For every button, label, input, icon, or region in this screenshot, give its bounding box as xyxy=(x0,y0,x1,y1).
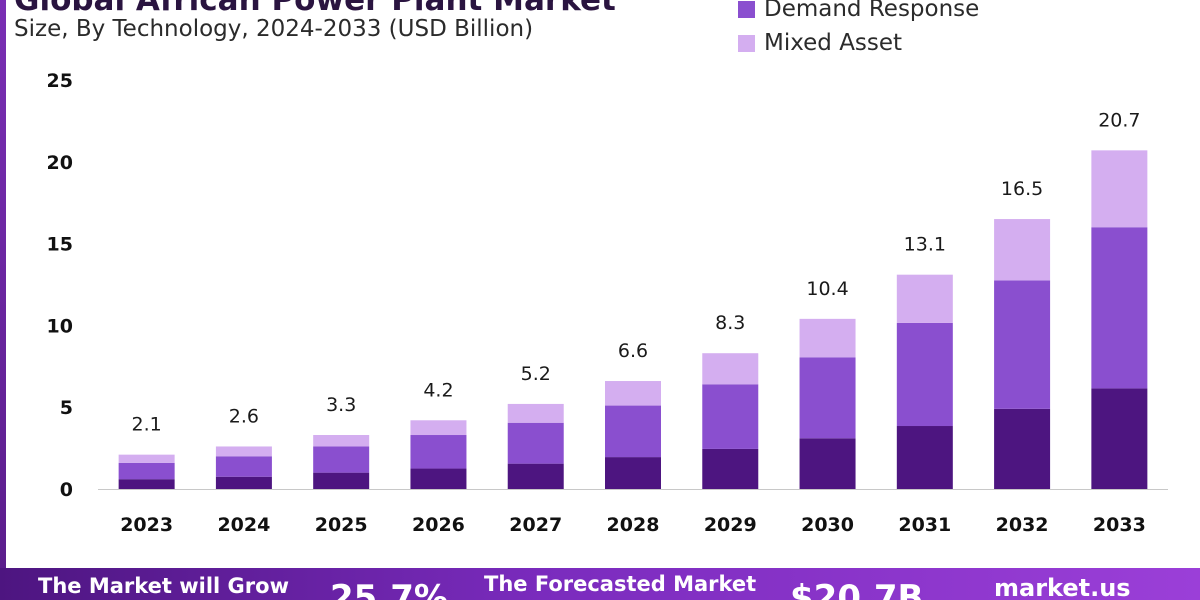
x-tick-label: 2033 xyxy=(1093,514,1146,536)
data-label: 16.5 xyxy=(1001,178,1043,200)
bar-segment xyxy=(215,446,272,457)
x-tick-label: 2030 xyxy=(801,514,854,536)
bar-segment xyxy=(1091,227,1148,389)
bar-segment xyxy=(994,408,1051,489)
y-tick-label: 20 xyxy=(47,152,73,174)
legend-swatch xyxy=(738,34,755,52)
data-label: 3.3 xyxy=(326,394,356,416)
banner-grow-text: The Market will Grow xyxy=(38,574,289,598)
y-tick-label: 15 xyxy=(47,234,73,256)
x-tick-label: 2023 xyxy=(120,514,173,536)
banner-cagr: 25.7% xyxy=(330,578,448,600)
legend-label: Mixed Asset xyxy=(764,30,903,56)
x-tick-label: 2031 xyxy=(898,514,951,536)
data-label: 5.2 xyxy=(521,363,551,385)
bar-segment xyxy=(118,454,175,463)
bar-segment xyxy=(605,381,661,406)
y-tick-label: 0 xyxy=(60,479,73,501)
data-label: 6.6 xyxy=(618,340,648,362)
y-tick-label: 25 xyxy=(47,70,73,92)
bar-segment xyxy=(410,468,467,489)
x-tick-label: 2024 xyxy=(217,514,270,536)
bar-segment xyxy=(507,422,564,464)
footer-banner: The Market will Grow 25.7% The Forecaste… xyxy=(0,568,1200,600)
data-label: 2.1 xyxy=(132,414,162,436)
bar-segment xyxy=(994,219,1051,281)
bar-segment xyxy=(1091,388,1148,489)
bar-segment xyxy=(896,322,953,427)
data-label: 20.7 xyxy=(1098,109,1140,131)
bar-chart: 05101520252.120232.620243.320254.220265.… xyxy=(47,70,1168,536)
bar-segment xyxy=(799,318,856,358)
bar-segment xyxy=(118,462,175,480)
bar-segment xyxy=(994,280,1051,409)
chart-title: Global African Power Plant Market xyxy=(14,0,616,18)
bar-segment xyxy=(118,479,175,489)
chart-subtitle: Size, By Technology, 2024-2033 (USD Bill… xyxy=(14,16,534,42)
bar-segment xyxy=(799,438,856,489)
bar-segment xyxy=(215,456,272,477)
bar-segment xyxy=(702,353,759,385)
bar-segment xyxy=(313,435,370,447)
legend-swatch xyxy=(738,0,755,18)
bar-segment xyxy=(507,403,564,423)
data-label: 4.2 xyxy=(423,379,453,401)
bar-segment xyxy=(313,472,370,489)
bar-segment xyxy=(507,463,564,489)
legend-label: Demand Response xyxy=(764,0,980,22)
bar-segment xyxy=(215,476,272,489)
bar-segment xyxy=(896,274,953,323)
bar-segment xyxy=(799,357,856,439)
banner-forecast-value: $20.7B xyxy=(790,578,924,600)
x-tick-label: 2025 xyxy=(315,514,368,536)
legend-item-demand-response: Demand Response xyxy=(738,0,979,26)
bar-segment xyxy=(410,435,467,469)
bar-segment xyxy=(410,420,467,436)
data-label: 8.3 xyxy=(715,312,745,334)
y-tick-label: 5 xyxy=(60,397,73,419)
data-label: 10.4 xyxy=(806,278,848,300)
legend-item-mixed-asset: Mixed Asset xyxy=(738,26,979,60)
y-tick-label: 10 xyxy=(47,315,73,337)
data-label: 13.1 xyxy=(904,234,946,256)
banner-forecast-text: The Forecasted Market xyxy=(484,572,757,596)
bar-segment xyxy=(702,448,759,489)
bar-segment xyxy=(313,446,370,473)
data-label: 2.6 xyxy=(229,405,259,427)
bar-segment xyxy=(1091,150,1148,228)
banner-brand: market.us xyxy=(994,574,1131,600)
bar-segment xyxy=(605,405,661,458)
bar-segment xyxy=(702,384,759,449)
x-tick-label: 2029 xyxy=(704,514,757,536)
legend: Demand Response Mixed Asset xyxy=(738,0,979,60)
bar-segment xyxy=(896,426,953,489)
x-tick-label: 2032 xyxy=(996,514,1049,536)
x-tick-label: 2026 xyxy=(412,514,465,536)
x-tick-label: 2028 xyxy=(607,514,660,536)
x-tick-label: 2027 xyxy=(509,514,562,536)
frame-accent xyxy=(0,0,6,568)
bar-segment xyxy=(605,457,661,489)
